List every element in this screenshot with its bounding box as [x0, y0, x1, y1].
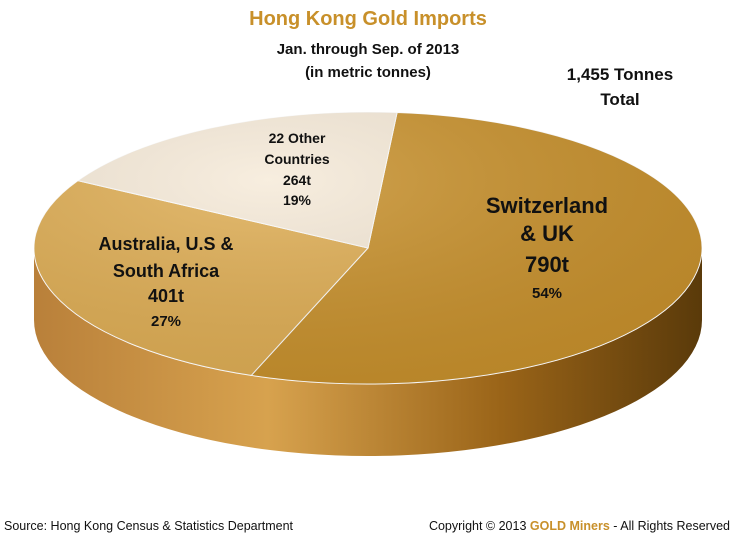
chart-title: Hong Kong Gold Imports [249, 8, 487, 30]
slice-label-line1-2: 22 Other [269, 130, 326, 146]
slice-label-line1-0: Switzerland [486, 193, 608, 218]
slice-label-line2-1: South Africa [113, 261, 220, 281]
slice-percent-label-2: 19% [283, 192, 312, 208]
slice-label-line2-0: & UK [520, 221, 574, 246]
slice-label-line2-2: Countries [264, 151, 330, 167]
copyright-note: Copyright © 2013 GOLD Miners - All Right… [429, 519, 730, 533]
source-note: Source: Hong Kong Census & Statistics De… [4, 519, 294, 533]
slice-percent-label-0: 54% [532, 285, 562, 302]
slice-value-label-0: 790t [525, 252, 570, 277]
pie-side-band [34, 248, 702, 456]
copyright-suffix: - All Rights Reserved [613, 519, 730, 533]
chart-subtitle-units: (in metric tonnes) [305, 64, 431, 81]
slice-value-label-2: 264t [283, 172, 311, 188]
slice-percent-label-1: 27% [151, 313, 181, 330]
total-tonnes: 1,455 Tonnes [566, 65, 674, 84]
total-label: Total [600, 90, 640, 109]
pie-top-shading [34, 112, 702, 384]
slice-label-line1-1: Australia, U.S & [98, 234, 233, 254]
chart-subtitle-period: Jan. through Sep. of 2013 [276, 41, 460, 58]
brand-gold: GOLD [529, 519, 567, 533]
copyright-prefix: Copyright © 2013 [428, 519, 527, 533]
slice-value-label-1: 401t [148, 286, 184, 306]
brand-miners: Miners [569, 519, 610, 533]
